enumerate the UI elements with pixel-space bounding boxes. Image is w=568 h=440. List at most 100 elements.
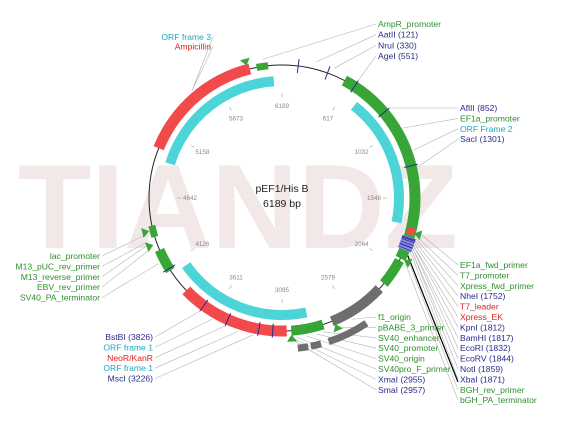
leader-line <box>154 330 239 369</box>
sv40-pa-terminator-arc <box>154 248 175 274</box>
leader-line <box>101 243 150 278</box>
outer-feature-block <box>310 340 322 350</box>
leader-line <box>417 231 459 266</box>
leader-line <box>413 128 459 151</box>
leader-line <box>296 336 377 370</box>
leader-line <box>415 238 459 287</box>
leader-line <box>405 263 459 401</box>
bottom-mid-label: SV40_origin <box>378 354 425 364</box>
sv40-promoter-arc <box>290 319 325 336</box>
bottom-mid-label: SmaI (2957) <box>378 385 425 395</box>
right-bottom-label: bGH_PA_terminator <box>460 395 537 405</box>
bottom-mid-label: SV40pro_F_primer <box>378 364 451 374</box>
leader-line <box>414 243 459 307</box>
restriction-site-tick <box>199 299 209 312</box>
top-right-label: AmpR_promoter <box>378 19 441 29</box>
bottom-mid-label: f1_origin <box>378 312 411 322</box>
mcs-site-line <box>400 240 414 247</box>
t7-leader-mark <box>406 227 416 236</box>
left-mid-label: lac_promoter <box>50 251 100 261</box>
position-tick-mark <box>369 248 374 251</box>
restriction-site-tick <box>257 321 261 336</box>
position-tick-mark <box>229 285 232 290</box>
restriction-site-tick <box>399 242 413 249</box>
left-mid-label: M13_pUC_rev_primer <box>15 261 100 271</box>
right-bottom-label: EF1a_fwd_primer <box>460 260 528 270</box>
position-tick-mark <box>190 145 195 148</box>
mcs-site-line <box>401 238 415 244</box>
position-tick-mark <box>190 248 195 251</box>
bottom-mid-label: SV40_enhancer <box>378 333 440 343</box>
plasmid-size: 6189 bp <box>263 198 301 210</box>
mcs-site-line <box>398 245 412 252</box>
right-bottom-label: Xpress_fwd_primer <box>460 281 534 291</box>
position-tick-mark <box>332 285 335 290</box>
left-mid-label: EBV_rev_primer <box>37 282 100 292</box>
leader-line <box>410 252 459 380</box>
leader-line <box>154 318 213 348</box>
right-bottom-label: BGH_rev_primer <box>460 385 525 395</box>
right-mid-label: AflII (852) <box>460 103 497 113</box>
top-left-label: Ampicillin <box>175 42 212 52</box>
position-tick-mark <box>369 145 374 148</box>
bottom-mid-label: XmaI (2955) <box>378 374 425 384</box>
restriction-site-tick <box>378 107 390 118</box>
leader-line <box>101 240 149 267</box>
position-tick-label: 5673 <box>229 115 244 122</box>
right-bottom-label: BamHI (1817) <box>460 333 514 343</box>
top-right-label: NruI (330) <box>378 40 417 50</box>
restriction-site-ticks <box>163 58 418 338</box>
bottom-left-label: ORF frame 1 <box>103 342 153 352</box>
leader-line <box>334 45 377 69</box>
leader-line <box>412 248 459 338</box>
right-bottom-label: T7_promoter <box>460 270 509 280</box>
watermark: TIANDZ <box>18 140 458 274</box>
position-tick-label: 2064 <box>355 241 370 248</box>
leader-line <box>413 245 459 318</box>
position-tick-label: 4642 <box>183 195 198 202</box>
leader-line <box>154 311 200 338</box>
leader-line <box>154 325 226 359</box>
restriction-site-tick <box>401 236 416 242</box>
right-bottom-label: T7_leader <box>460 302 499 312</box>
orf-frame-1-arc <box>182 262 308 321</box>
leader-line <box>191 36 214 91</box>
leader-line <box>101 263 159 298</box>
leader-line <box>407 259 459 390</box>
position-tick-label: 1548 <box>367 195 382 202</box>
f1-origin-arc <box>329 285 383 326</box>
right-bottom-label: XbaI (1871) <box>460 374 505 384</box>
outer-feature-block <box>327 320 369 345</box>
primer-arrow <box>404 258 413 268</box>
primer-arrow <box>414 230 423 241</box>
leader-line <box>358 55 377 81</box>
outer-feature-block <box>297 343 309 352</box>
position-tick-label: 5158 <box>195 149 210 156</box>
orf-frame-3-arc <box>165 76 275 166</box>
restriction-site-tick <box>404 163 418 169</box>
leader-line <box>351 316 377 320</box>
right-bottom-label: EcoRV (1844) <box>460 354 514 364</box>
restriction-site-tick <box>163 264 176 273</box>
leader-line <box>315 34 377 63</box>
leader-line <box>416 236 459 276</box>
top-left-label: ORF frame 3 <box>161 32 211 42</box>
right-bottom-label: NotI (1859) <box>460 364 503 374</box>
primer-arrow <box>239 57 250 66</box>
left-mid-label: M13_reverse_primer <box>21 272 100 282</box>
position-tick-label: 2579 <box>321 275 336 282</box>
position-tick-label: 4126 <box>195 241 210 248</box>
leader-line <box>101 233 147 257</box>
leader-line <box>414 241 459 297</box>
top-right-label: AatII (121) <box>378 30 418 40</box>
restriction-site-tick <box>350 80 359 93</box>
leader-line <box>412 248 459 349</box>
position-tick-label: 3095 <box>275 287 290 294</box>
primer-arrow <box>333 324 343 333</box>
ampr-promoter-arc <box>255 62 269 71</box>
right-bottom-label: KpnI (1812) <box>460 322 505 332</box>
multiple-cloning-site <box>397 227 416 253</box>
bottom-left-label: MscI (3226) <box>108 374 154 384</box>
position-tick-label: 617 <box>323 115 334 122</box>
